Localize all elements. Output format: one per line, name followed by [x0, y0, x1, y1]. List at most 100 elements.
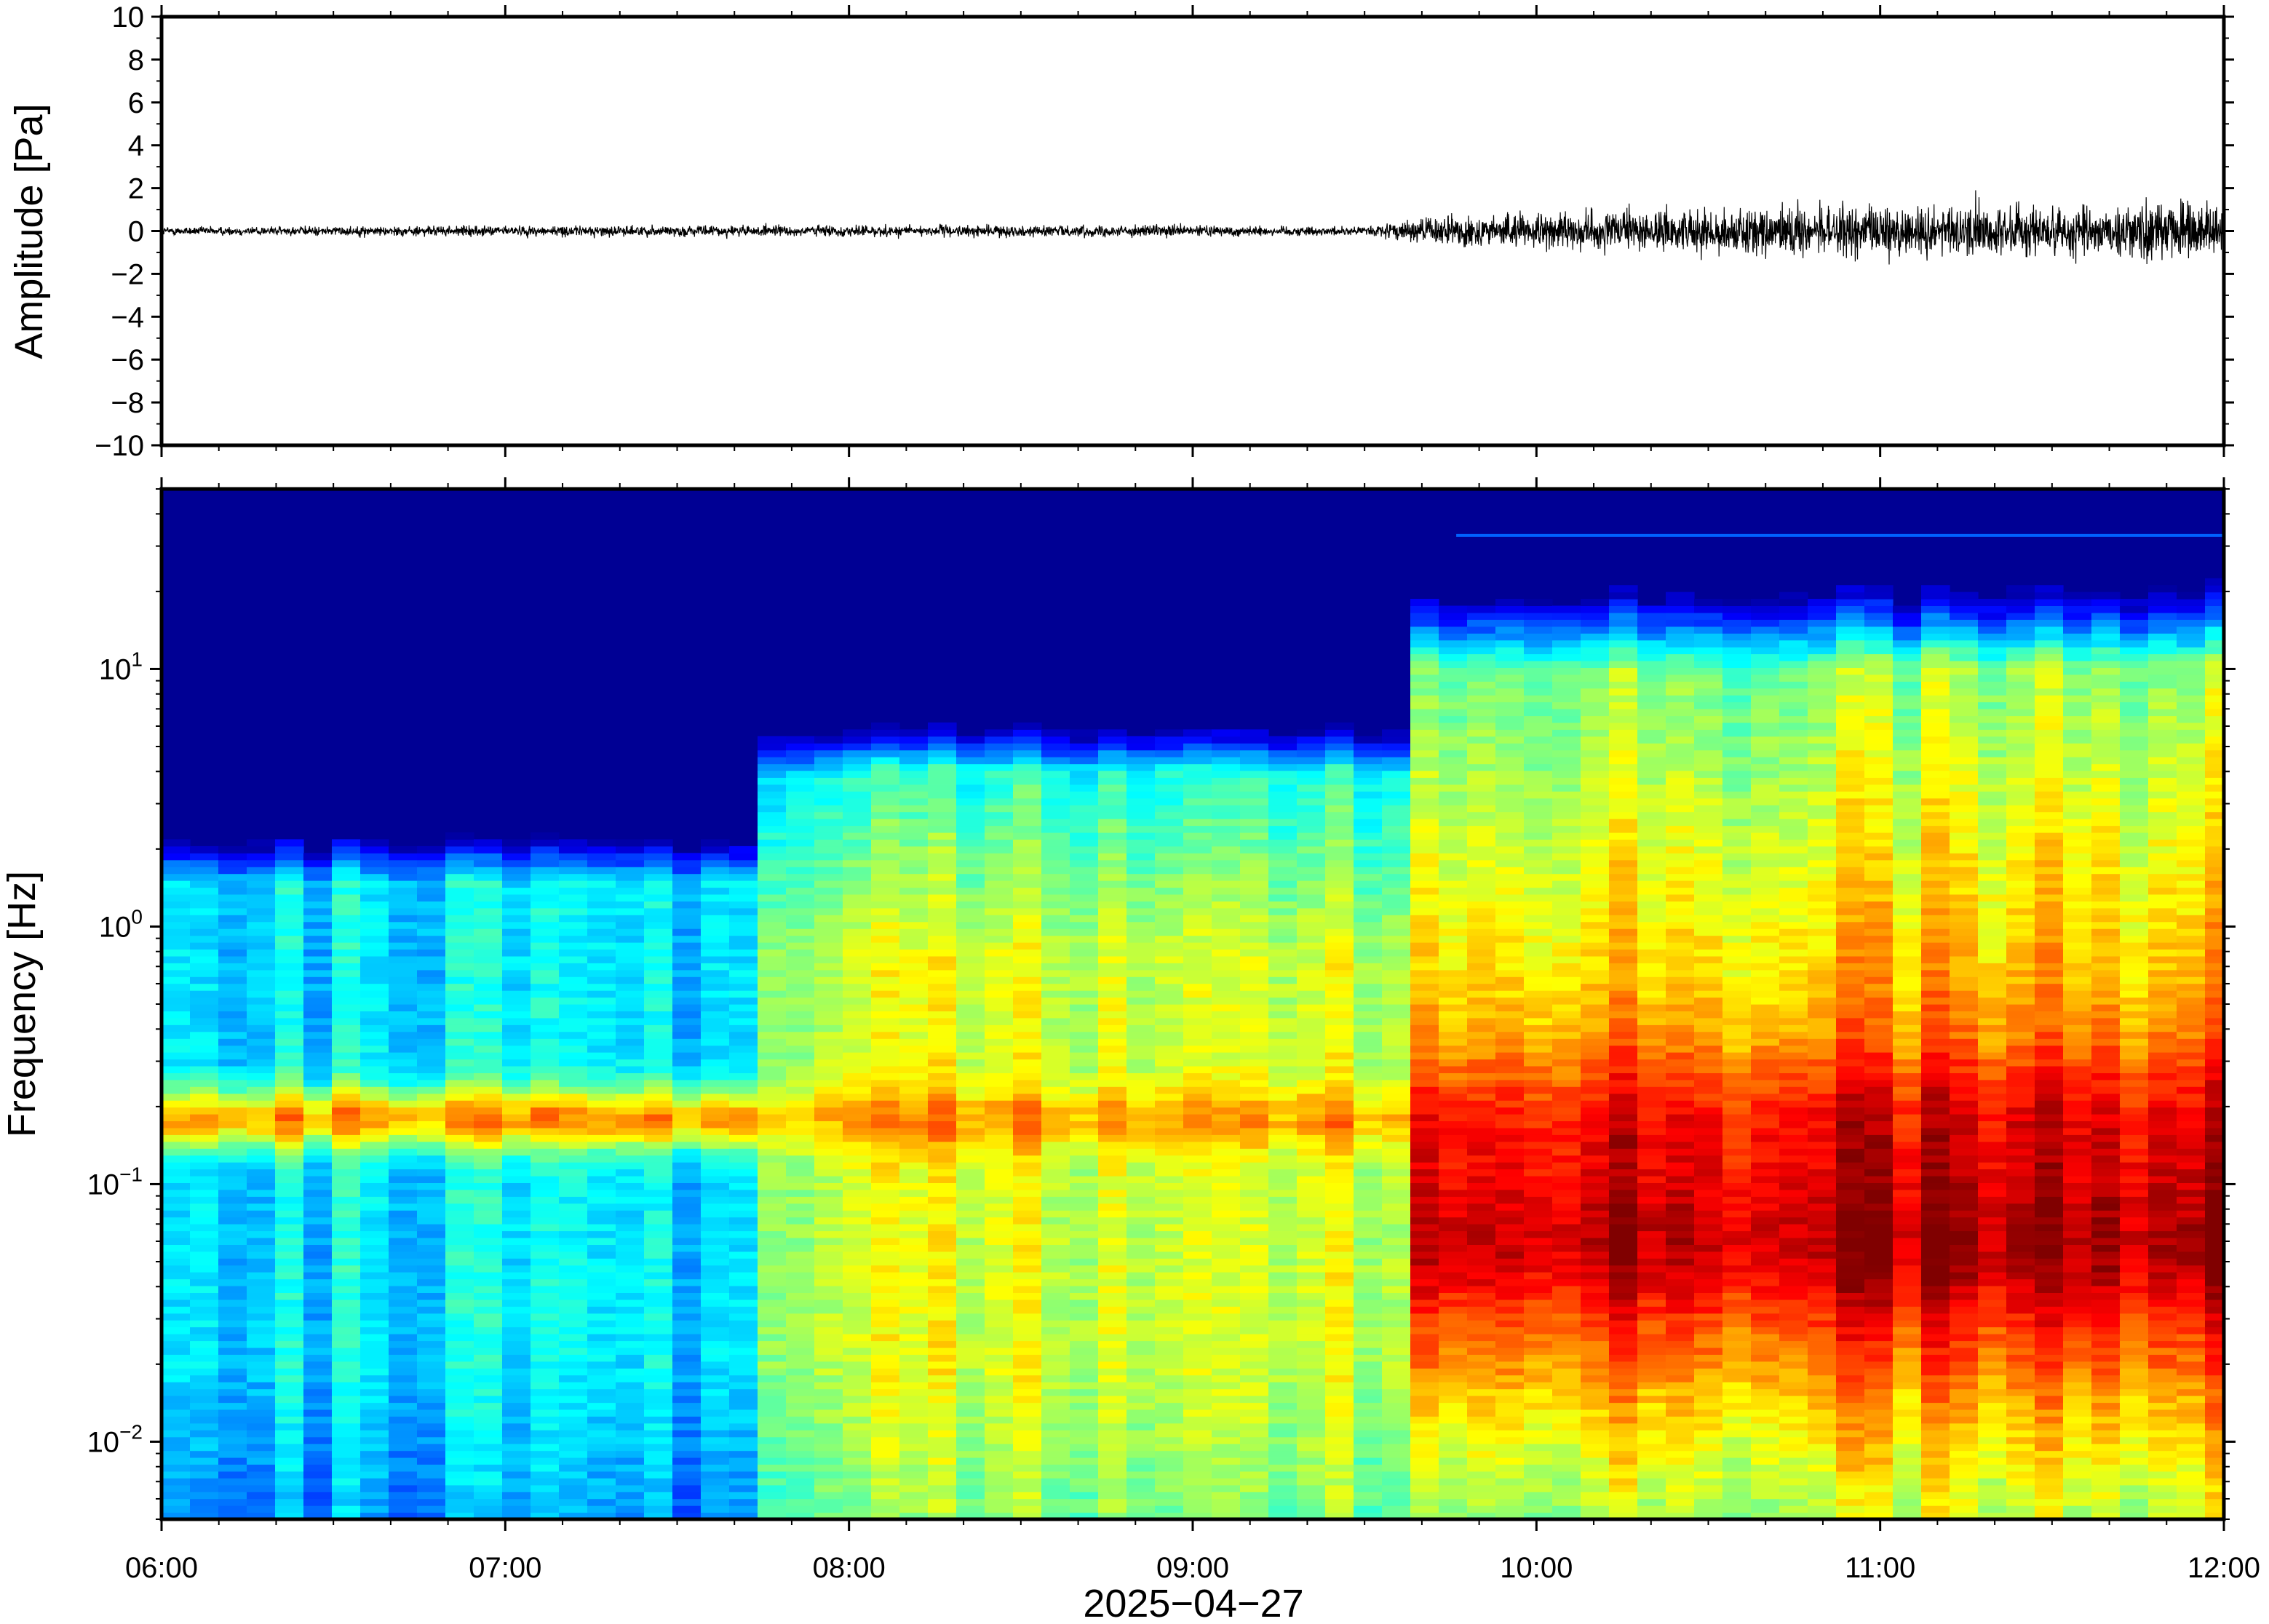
spectrogram-cell [814, 1436, 843, 1444]
spectrogram-cell [559, 969, 588, 977]
spectrogram-cell [332, 1354, 361, 1362]
spectrogram-cell [190, 955, 219, 963]
spectrogram-cell [1325, 1258, 1354, 1266]
spectrogram-cell [587, 1484, 616, 1492]
spectrogram-cell [672, 1066, 702, 1073]
spectrogram-cell [1041, 791, 1070, 799]
spectrogram-cell [758, 1203, 787, 1211]
spectrogram-cell [531, 1251, 560, 1259]
spectrogram-cell [1155, 1066, 1184, 1073]
spectrogram-cell [786, 1217, 815, 1225]
spectrogram-cell [1070, 1286, 1099, 1293]
spectrogram-cell [729, 1052, 758, 1060]
spectrogram-cell [786, 935, 815, 943]
spectrogram-cell [389, 1422, 418, 1430]
spectrogram-cell [474, 873, 503, 881]
spectrogram-cell [531, 1409, 560, 1417]
spectrogram-cell [1013, 1066, 1042, 1073]
spectrogram-cell [474, 949, 503, 957]
spectrogram-cell [445, 1272, 474, 1280]
spectrogram-cell [1183, 839, 1212, 847]
spectrogram-cell [985, 880, 1014, 888]
spectrogram-cell [1240, 1038, 1269, 1046]
spectrogram-cell [1041, 1368, 1070, 1376]
spectrogram-cell [899, 1340, 929, 1348]
spectrogram-cell [275, 1230, 304, 1238]
spectrogram-cell [417, 867, 446, 875]
spectrogram-cell [303, 1258, 333, 1266]
spectrogram-cell [303, 1182, 333, 1190]
spectrogram-cell [871, 763, 900, 771]
spectrogram-cell [474, 1313, 503, 1321]
spectrogram-cell [389, 1148, 418, 1156]
spectrogram-cell [1212, 1258, 1241, 1266]
spectrogram-cell [445, 1409, 474, 1417]
spectrogram-cell [843, 1299, 872, 1307]
spectrogram-cell [1183, 1148, 1212, 1156]
spectrogram-cell [843, 1217, 872, 1225]
spectrogram-cell [843, 819, 872, 827]
spectrogram-cell [1183, 942, 1212, 950]
spectrogram-cell [1268, 797, 1298, 805]
spectrogram-cell [729, 1492, 758, 1500]
spectrogram-cell [644, 1251, 673, 1259]
spectrogram-cell [956, 811, 985, 819]
spectrogram-cell [729, 867, 758, 875]
spectrogram-cell [559, 1224, 588, 1232]
spectrogram-cell [701, 1251, 730, 1259]
spectrogram-cell [303, 942, 333, 950]
spectrogram-cell [1268, 853, 1298, 861]
spectrogram-cell [985, 1148, 1014, 1156]
spectrogram-cell [758, 955, 787, 963]
spectrogram-cell [1240, 1478, 1269, 1486]
spectrogram-cell [871, 1492, 900, 1500]
spectrogram-cell [729, 1340, 758, 1348]
spectrogram-cell [729, 1430, 758, 1438]
spectrogram-cell [1325, 915, 1354, 923]
spectrogram-cell [218, 1127, 247, 1135]
spectrogram-cell [360, 1326, 389, 1334]
spectrogram-cell [587, 1258, 616, 1266]
spectrogram-cell [162, 949, 191, 957]
spectrogram-cell [247, 1361, 276, 1369]
spectrogram-cell [1410, 1464, 1439, 1472]
spectrogram-cell [389, 1100, 418, 1108]
spectrogram-cell [360, 859, 389, 867]
spectrogram-cell [928, 1286, 957, 1293]
spectrogram-cell [445, 1299, 474, 1307]
spectrogram-cell [814, 1402, 843, 1410]
spectrogram-cell [1126, 1313, 1156, 1321]
spectrogram-cell [1240, 1498, 1269, 1506]
spectrogram-cell [928, 1374, 957, 1382]
spectrogram-cell [587, 1066, 616, 1073]
spectrogram-cell [502, 1155, 531, 1163]
spectrogram-cell [1268, 1100, 1298, 1108]
spectrogram-cell [502, 1210, 531, 1218]
spectrogram-cell [190, 867, 219, 875]
spectrogram-cell [275, 1052, 304, 1060]
spectrogram-cell [672, 1217, 702, 1225]
spectrogram-cell [1354, 1430, 1383, 1438]
spectrogram-cell [587, 969, 616, 977]
spectrogram-cell [616, 1059, 645, 1067]
spectrogram-cell [1098, 811, 1127, 819]
spectrogram-cell [1041, 1230, 1070, 1238]
spectrogram-cell [1070, 819, 1099, 827]
spectrogram-cell [1098, 983, 1127, 991]
spectrogram-cell [332, 1388, 361, 1396]
spectrogram-cell [1126, 1155, 1156, 1163]
spectrogram-cell [445, 853, 474, 861]
spectrogram-cell [843, 990, 872, 998]
spectrogram-cell [758, 1457, 787, 1465]
spectrogram-cell [275, 1422, 304, 1430]
spectrogram-cell [786, 1011, 815, 1019]
spectrogram-cell [1183, 1374, 1212, 1382]
spectrogram-cell [1354, 921, 1383, 929]
spectrogram-cell [758, 942, 787, 950]
spectrogram-cell [843, 928, 872, 936]
spectrogram-cell [1013, 1402, 1042, 1410]
spectrogram-cell [758, 1079, 787, 1087]
spectrogram-cell [672, 1326, 702, 1334]
spectrogram-cell [275, 1278, 304, 1286]
spectrogram-cell [1098, 894, 1127, 901]
